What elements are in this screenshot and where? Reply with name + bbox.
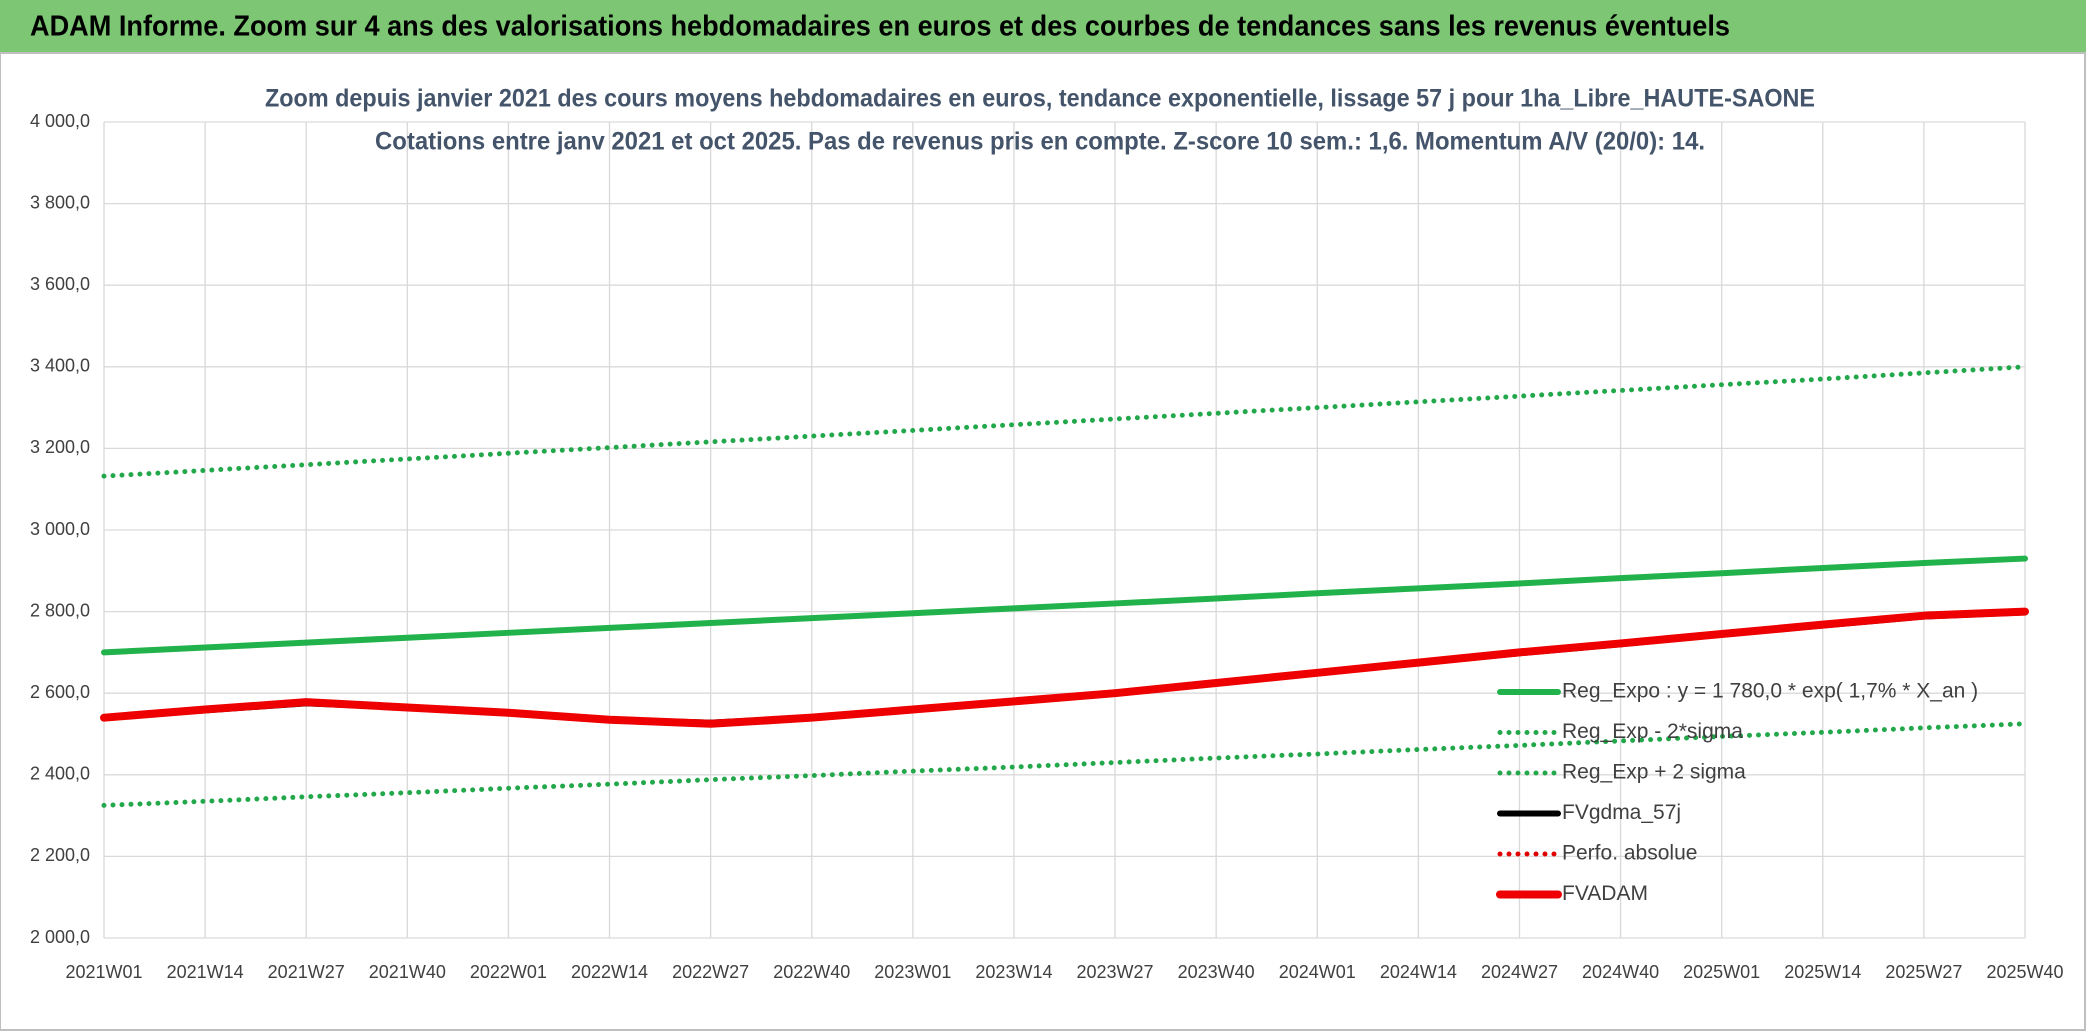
x-tick-label: 2024W14	[1380, 962, 1457, 982]
legend-label: Reg_Exp + 2 sigma	[1562, 761, 1746, 784]
y-tick-label: 3 600,0	[30, 274, 90, 294]
x-tick-label: 2024W01	[1279, 962, 1356, 982]
plot: 2 000,0 2 200,0 2 400,0 2 600,0 2 800,0 3 000…	[30, 111, 2064, 982]
y-tick-label: 3 200,0	[30, 437, 90, 457]
banner	[0, 0, 2086, 53]
y-tick-label: 2 400,0	[30, 764, 90, 784]
legend-label: Perfo. absolue	[1562, 842, 1697, 865]
series-line	[101, 364, 2028, 479]
y-tick-label: 2 000,0	[30, 927, 90, 947]
legend-label: FVgdma_57j	[1562, 801, 1681, 824]
series-line	[100, 607, 2029, 728]
x-tick-label: 2021W14	[167, 962, 244, 982]
series-line	[101, 555, 2028, 656]
series-line	[101, 721, 2028, 808]
subtitle: Zoom depuis janvier 2021 des cours moyen…	[265, 85, 1815, 113]
y-tick-label: 2 600,0	[30, 682, 90, 702]
x-tick-label: 2025W14	[1784, 962, 1861, 982]
x-tick-label: 2022W40	[773, 962, 850, 982]
x-tick-label: 2022W01	[470, 962, 547, 982]
chart-frame	[0, 52, 2086, 1031]
x-tick-label: 2022W27	[672, 962, 749, 982]
subtitle: Cotations entre janv 2021 et oct 2025. P…	[375, 128, 1705, 156]
x-tick-label: 2025W01	[1683, 962, 1760, 982]
x-tick-label: 2023W14	[975, 962, 1052, 982]
x-tick-label: 2025W27	[1885, 962, 1962, 982]
y-tick-label: 4 000,0	[30, 111, 90, 131]
y-tick-label: 3 000,0	[30, 519, 90, 539]
y-tick-label: 3 400,0	[30, 356, 90, 376]
legend-label: FVADAM	[1562, 882, 1648, 905]
x-tick-label: 2024W40	[1582, 962, 1659, 982]
x-tick-label: 2025W40	[1986, 962, 2063, 982]
x-tick-label: 2021W01	[65, 962, 142, 982]
x-tick-label: 2021W40	[369, 962, 446, 982]
x-tick-label: 2023W01	[874, 962, 951, 982]
legend-label: Reg_Exp - 2*sigma	[1562, 720, 1743, 743]
x-tick-label: 2023W27	[1077, 962, 1154, 982]
y-tick-label: 2 800,0	[30, 600, 90, 620]
y-tick-label: 3 800,0	[30, 192, 90, 212]
y-tick-label: 2 200,0	[30, 845, 90, 865]
x-tick-label: 2022W14	[571, 962, 648, 982]
chart-title: ADAM Informe. Zoom sur 4 ans des valoris…	[30, 11, 1730, 43]
x-tick-label: 2021W27	[268, 962, 345, 982]
legend-label: Reg_Expo : y = 1 780,0 * exp( 1,7% * X_a…	[1562, 680, 1978, 703]
x-tick-label: 2024W27	[1481, 962, 1558, 982]
x-tick-label: 2023W40	[1178, 962, 1255, 982]
